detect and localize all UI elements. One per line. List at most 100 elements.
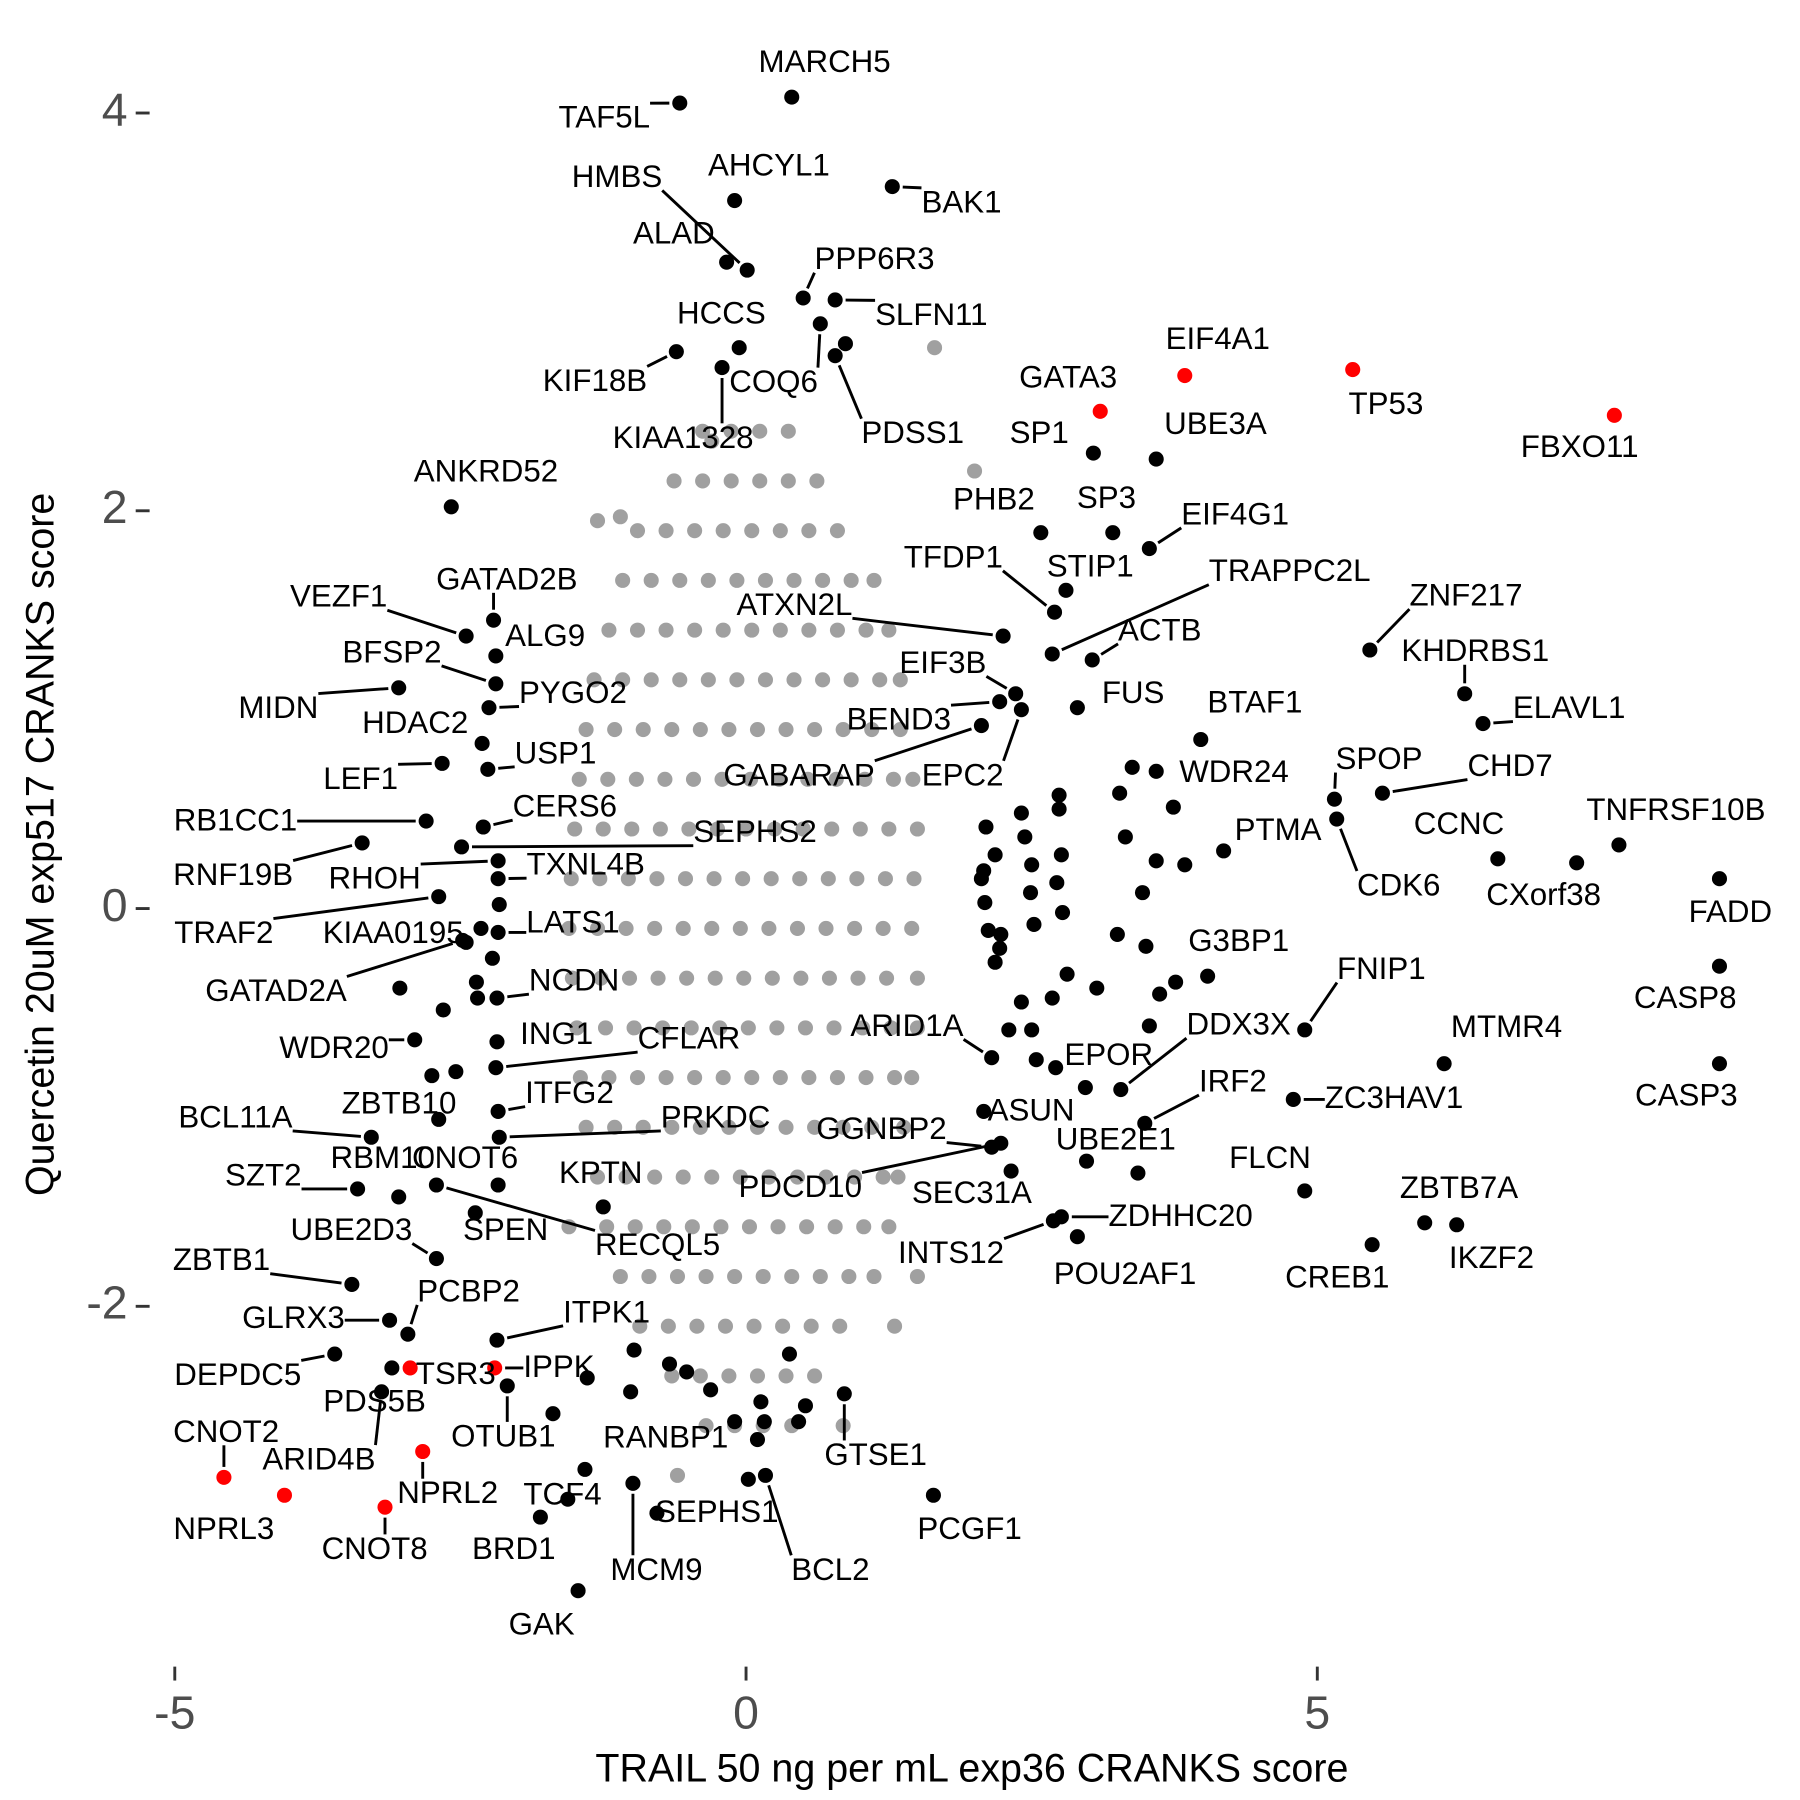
point xyxy=(377,1499,393,1515)
point xyxy=(856,1219,872,1235)
point xyxy=(692,1368,708,1384)
point xyxy=(672,672,688,688)
point xyxy=(1054,904,1071,921)
point xyxy=(753,1394,769,1410)
label-connector xyxy=(509,1129,661,1139)
point xyxy=(739,262,755,278)
point-label: HMBS xyxy=(572,159,662,194)
point xyxy=(664,722,680,738)
point xyxy=(612,509,628,525)
point xyxy=(649,871,665,887)
point xyxy=(1611,837,1627,853)
point xyxy=(448,1064,464,1080)
point xyxy=(715,1070,731,1086)
point xyxy=(415,1443,431,1460)
axes: -2 0 2 4 -5 0 5 xyxy=(86,83,1330,1738)
point xyxy=(803,1318,819,1334)
label-connector xyxy=(346,942,454,978)
point xyxy=(1134,885,1151,901)
point-label: TCF4 xyxy=(523,1476,601,1511)
point xyxy=(1193,731,1209,748)
point-label: RECQL5 xyxy=(595,1227,720,1262)
point xyxy=(384,1360,400,1376)
point-label: FNIP1 xyxy=(1337,951,1426,986)
point xyxy=(692,722,708,738)
point-label: BFSP2 xyxy=(342,634,441,669)
point xyxy=(589,920,606,936)
point xyxy=(826,1020,842,1036)
point xyxy=(1137,1115,1153,1131)
point xyxy=(488,676,504,692)
point xyxy=(698,1418,714,1434)
point xyxy=(797,1398,813,1414)
point xyxy=(489,1034,505,1050)
x-tick-label: 0 xyxy=(733,1687,759,1739)
label-connector xyxy=(292,844,353,862)
point xyxy=(784,89,800,105)
point xyxy=(486,612,502,628)
point xyxy=(976,1103,992,1119)
point xyxy=(487,1360,503,1376)
point xyxy=(818,1169,834,1185)
point xyxy=(1051,801,1067,817)
point-label: COQ6 xyxy=(729,364,818,399)
point xyxy=(618,1169,634,1185)
point-label: TP53 xyxy=(1349,386,1424,421)
point xyxy=(1148,451,1164,467)
point-label: ELAVL1 xyxy=(1513,690,1626,725)
point xyxy=(679,1364,695,1380)
point xyxy=(1089,980,1105,996)
point xyxy=(595,1199,611,1215)
point xyxy=(657,771,673,787)
x-axis-title: TRAIL 50 ng per mL exp36 CRANKS score xyxy=(595,1746,1348,1790)
point xyxy=(569,1020,585,1036)
point xyxy=(781,1346,797,1362)
point xyxy=(1124,759,1140,775)
point xyxy=(1711,1056,1728,1072)
point xyxy=(1013,702,1029,718)
label-connector xyxy=(646,355,668,368)
label-connector xyxy=(506,1050,638,1068)
point xyxy=(615,672,631,688)
point xyxy=(890,1169,906,1185)
point xyxy=(875,1169,891,1185)
point xyxy=(689,1318,705,1334)
point xyxy=(883,1020,899,1036)
point xyxy=(973,871,989,887)
point xyxy=(1048,1060,1064,1076)
point xyxy=(707,970,723,986)
point-label: CCNC xyxy=(1414,806,1504,841)
point-label: SP1 xyxy=(1010,415,1069,450)
point-label: KIF18B xyxy=(543,363,647,398)
point-label: RNF19B xyxy=(173,857,293,892)
point xyxy=(1475,716,1491,732)
x-tick-label: 5 xyxy=(1304,1687,1330,1739)
point xyxy=(1490,851,1506,867)
point xyxy=(723,423,739,439)
point xyxy=(738,821,754,837)
point xyxy=(832,1318,848,1334)
point xyxy=(749,1119,766,1135)
point xyxy=(1045,1213,1061,1229)
point xyxy=(735,871,751,887)
point xyxy=(885,771,901,787)
point xyxy=(801,1070,817,1086)
point xyxy=(628,771,644,787)
point-label: ALG9 xyxy=(505,618,585,653)
point xyxy=(809,473,825,489)
point xyxy=(847,920,863,936)
point xyxy=(807,722,823,738)
label-connector xyxy=(861,1143,991,1174)
point xyxy=(641,1268,657,1285)
point xyxy=(402,1360,418,1376)
point xyxy=(570,1583,586,1599)
point xyxy=(706,871,722,887)
point-label: USP1 xyxy=(515,735,597,770)
point xyxy=(560,1491,576,1507)
point xyxy=(752,423,768,439)
point xyxy=(627,1219,643,1235)
point xyxy=(1058,582,1074,598)
point xyxy=(789,1169,805,1185)
label-connector xyxy=(1333,772,1337,789)
